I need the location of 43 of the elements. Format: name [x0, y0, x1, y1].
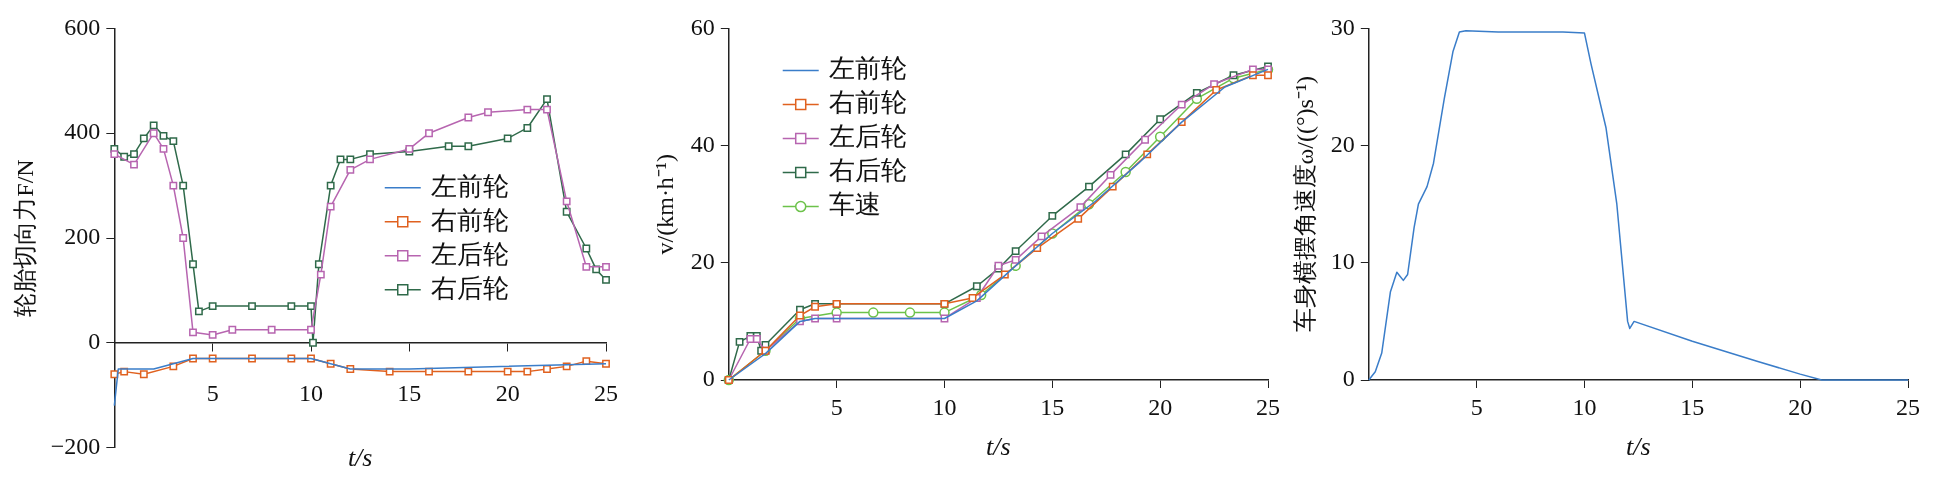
y-tick-label: 400 [64, 118, 101, 145]
y-tick-label: 0 [1342, 365, 1355, 392]
legend-label: 右后轮 [430, 273, 509, 303]
y-tick-label: 200 [64, 223, 101, 250]
y-tick-label: 20 [1330, 130, 1355, 157]
y-tick-label: 40 [690, 130, 715, 157]
y-tick-label: 30 [1330, 13, 1355, 40]
x-tick-label: 5 [830, 393, 843, 420]
legend-label: 右前轮 [430, 205, 509, 235]
x-tick-label: 10 [1572, 393, 1597, 420]
x-tick-label: 25 [594, 380, 618, 407]
x-tick-label: 15 [397, 380, 422, 407]
x-tick-label: 10 [299, 380, 323, 407]
y-tick-label: 600 [64, 13, 101, 40]
legend-label: 车速 [828, 190, 881, 220]
x-tick-label: 15 [1040, 393, 1065, 420]
x-tick-label: 10 [932, 393, 957, 420]
legend-label: 左前轮 [430, 171, 509, 201]
legend-label: 右后轮 [828, 156, 907, 186]
x-tick-label: 25 [1256, 393, 1280, 420]
y-tick-label: 0 [702, 365, 715, 392]
y-axis-title: 轮胎切向力F/N [11, 159, 38, 317]
x-tick-label: 20 [495, 380, 520, 407]
x-tick-label: 20 [1148, 393, 1173, 420]
legend-label: 右前轮 [828, 88, 907, 118]
y-tick-label: 20 [690, 248, 715, 275]
y-tick-label: 60 [690, 13, 715, 40]
legend-label: 左前轮 [828, 54, 907, 84]
x-axis-title: t/s [347, 443, 373, 473]
legend-label: 左后轮 [828, 122, 907, 152]
y-axis-title: v/(km·h⁻¹) [651, 153, 678, 255]
x-tick-label: 5 [1470, 393, 1483, 420]
x-axis-title: t/s [986, 432, 1011, 462]
y-axis-title: 车身横摆角速度ω/((°)s⁻¹) [1291, 75, 1318, 333]
legend-label: 左后轮 [430, 239, 509, 269]
x-tick-label: 15 [1680, 393, 1705, 420]
x-tick-label: 5 [206, 380, 219, 407]
x-axis-title: t/s [1626, 432, 1651, 462]
x-tick-label: 25 [1896, 393, 1920, 420]
y-tick-label: −200 [50, 432, 101, 459]
y-tick-label: 10 [1330, 248, 1355, 275]
y-tick-label: 0 [88, 328, 101, 355]
x-tick-label: 20 [1788, 393, 1813, 420]
